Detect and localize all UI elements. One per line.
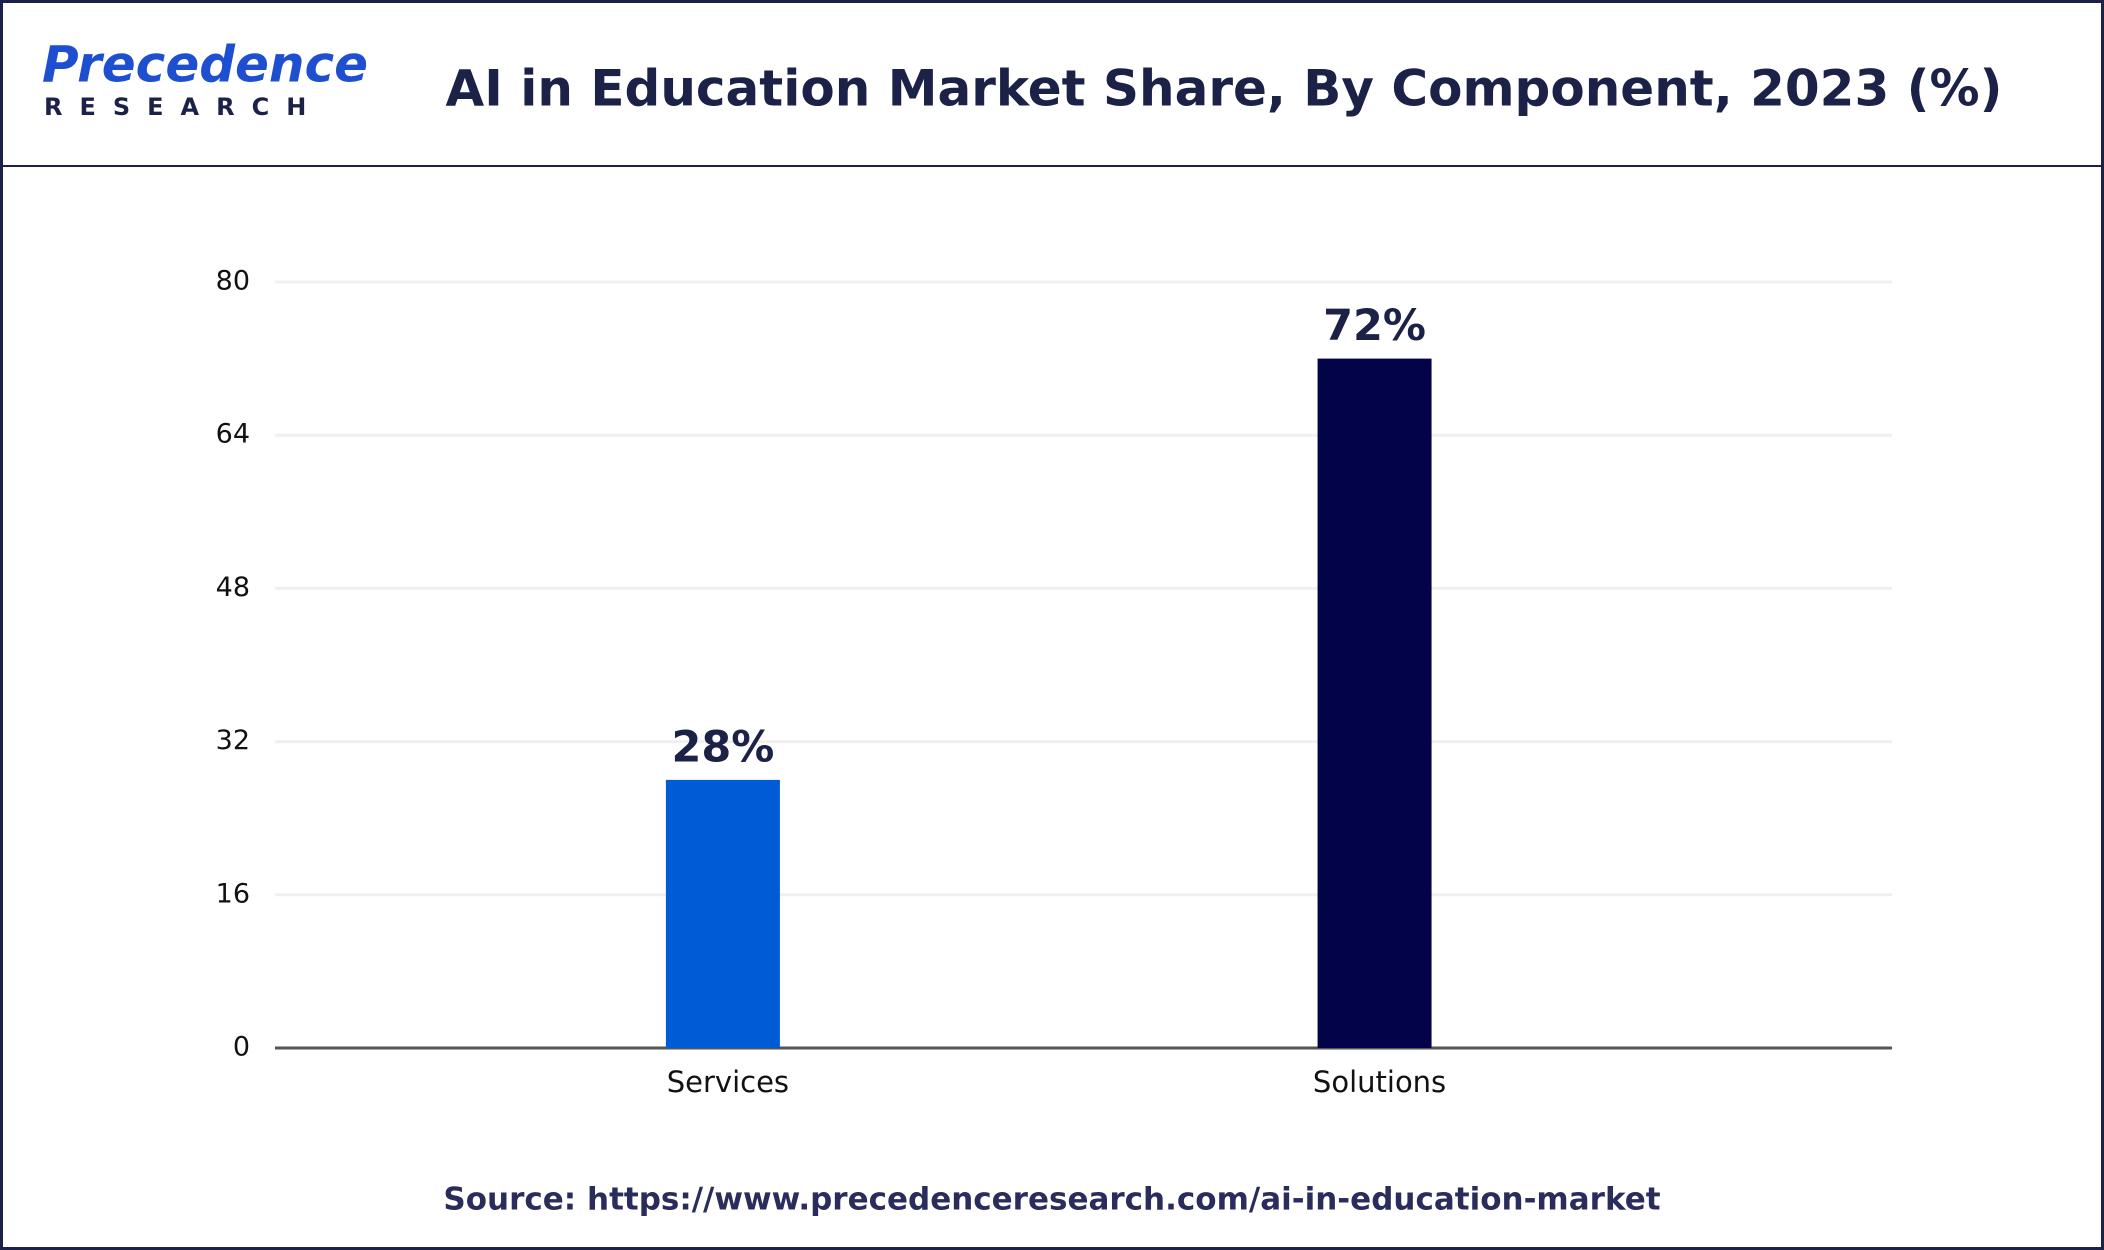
source: Source: https://www.precedenceresearch.c… xyxy=(443,1182,1660,1218)
y-tick-label: 80 xyxy=(216,266,250,297)
logo-name: Precedence xyxy=(42,36,368,94)
x-tick-label: Services xyxy=(667,1065,789,1099)
y-tick-label: 0 xyxy=(233,1032,250,1063)
bar xyxy=(665,779,780,1048)
y-tick-label: 48 xyxy=(216,572,250,603)
chart-title: AI in Education Market Share, By Compone… xyxy=(446,60,2003,118)
x-tick-label: Solutions xyxy=(1313,1065,1446,1099)
value-label: 72% xyxy=(1323,301,1426,351)
bar xyxy=(1317,358,1432,1049)
y-tick-label: 16 xyxy=(216,878,250,909)
logo-tagline: RESEARCH xyxy=(44,93,323,121)
y-tick-label: 64 xyxy=(216,419,250,450)
value-label: 28% xyxy=(671,722,774,772)
y-tick-label: 32 xyxy=(216,725,250,756)
